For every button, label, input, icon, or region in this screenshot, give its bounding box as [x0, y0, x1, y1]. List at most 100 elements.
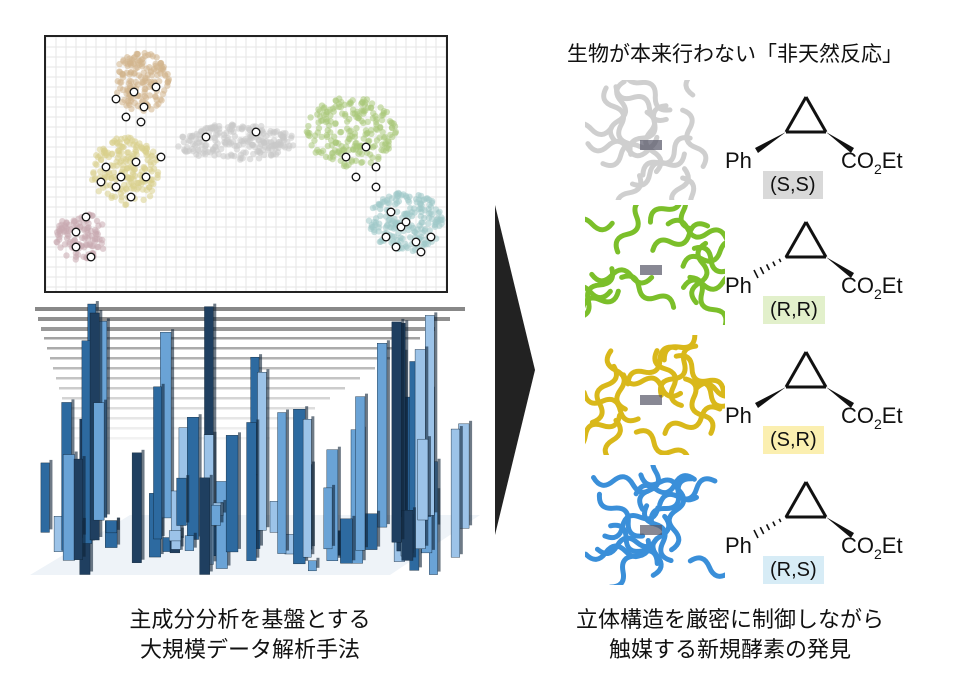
scatter-point [316, 108, 324, 115]
scatter-point [255, 155, 263, 162]
scatter-point [373, 137, 381, 144]
scatter-point [379, 128, 386, 136]
helix-ribbon [585, 121, 614, 140]
highlight-point [71, 227, 81, 237]
scatter-point [72, 256, 79, 263]
bar-side [459, 426, 463, 555]
helix-ribbon [633, 428, 692, 455]
bar-side [352, 515, 356, 561]
scatter-point [65, 227, 73, 234]
scatter-point [259, 146, 267, 154]
scatter-point [339, 110, 346, 117]
enzyme-row-rr: Ph CO2Et (R,R) [585, 205, 945, 330]
scatter-point [71, 237, 78, 244]
scatter-point [153, 97, 161, 104]
highlight-point [129, 87, 139, 97]
helix-ribbon [657, 476, 718, 507]
bar-side [405, 320, 409, 549]
scatter-point [261, 151, 268, 159]
scatter-point [378, 116, 386, 124]
helix-ribbon [596, 491, 646, 539]
scatter-point [230, 122, 237, 129]
scatter-point [126, 71, 133, 78]
helix-ribbon [627, 103, 669, 157]
scatter-point [375, 228, 382, 235]
sequence-text-line [47, 347, 405, 350]
scatter-point [154, 171, 161, 179]
helix-ribbon [668, 166, 691, 200]
scatter-point [337, 129, 344, 136]
bar [323, 487, 333, 550]
scatter-point [211, 123, 218, 131]
cyclopropane-structure: Ph CO2Et [725, 221, 903, 302]
bar-side [82, 456, 86, 557]
scatter-point [246, 155, 254, 163]
scatter-point [382, 140, 390, 147]
scatter-point [315, 125, 323, 132]
scatter-point [147, 51, 154, 58]
helix-ribbon [585, 138, 650, 159]
scatter-point [316, 113, 324, 120]
scatter-point [323, 131, 330, 139]
helix-ribbon [650, 221, 711, 253]
scatter-point [104, 190, 111, 197]
scatter-point [373, 121, 380, 128]
bar-side [364, 393, 368, 548]
helix-ribbon [613, 84, 669, 123]
scatter-point [426, 201, 433, 208]
scatter-point [91, 237, 99, 245]
scatter-point [267, 127, 274, 135]
highlight-point [139, 102, 149, 112]
scatter-point [431, 221, 438, 229]
scatter-point [318, 133, 325, 141]
hashed-bond [778, 518, 782, 523]
bar-side [49, 459, 53, 530]
highlight-point [341, 152, 351, 162]
scatter-point [124, 149, 131, 156]
bar [211, 504, 221, 526]
scatter-point [274, 141, 281, 148]
scatter-point [111, 173, 118, 181]
scatter-point [146, 192, 154, 200]
scatter-point [380, 109, 387, 117]
scatter-point [339, 147, 346, 154]
helix-ribbon [591, 474, 656, 495]
scatter-point [148, 168, 155, 175]
highlight-point [371, 182, 381, 192]
heme-cofactor [640, 265, 662, 275]
bar-side [180, 527, 184, 538]
scatter-point [99, 245, 107, 252]
highlight-point [371, 162, 381, 172]
scatter-point [404, 244, 411, 252]
bar-side [141, 449, 145, 560]
highlight-point [101, 162, 111, 172]
scatter-point [131, 53, 138, 61]
scatter-point [436, 208, 443, 215]
bar-side [256, 419, 260, 558]
scatter-point [218, 145, 225, 153]
bar-side [193, 532, 197, 548]
scatter-point [139, 186, 146, 193]
bar-side [469, 420, 473, 526]
sequence-text-line [62, 397, 330, 400]
sequence-text-line [35, 307, 465, 311]
helix-ribbon [585, 266, 616, 320]
scatter-point [393, 191, 400, 198]
helix-ribbon [666, 487, 687, 553]
wedge-bond [826, 517, 854, 538]
helix-ribbon [662, 404, 723, 436]
protein-structure-icon [585, 80, 715, 200]
scatter-point [318, 102, 326, 109]
highlight-point [411, 237, 421, 247]
bar-side [286, 409, 290, 551]
highlight-point [131, 157, 141, 167]
scatter-point [85, 220, 92, 227]
helix-ribbon [604, 348, 628, 412]
scatter-point [372, 112, 379, 120]
right-title: 生物が本来行わない「非天然反応」 [567, 42, 903, 66]
scatter-point [376, 201, 384, 208]
scatter-point [267, 152, 275, 159]
scatter-point [92, 160, 99, 167]
bar [277, 412, 287, 554]
highlight-point [141, 172, 151, 182]
